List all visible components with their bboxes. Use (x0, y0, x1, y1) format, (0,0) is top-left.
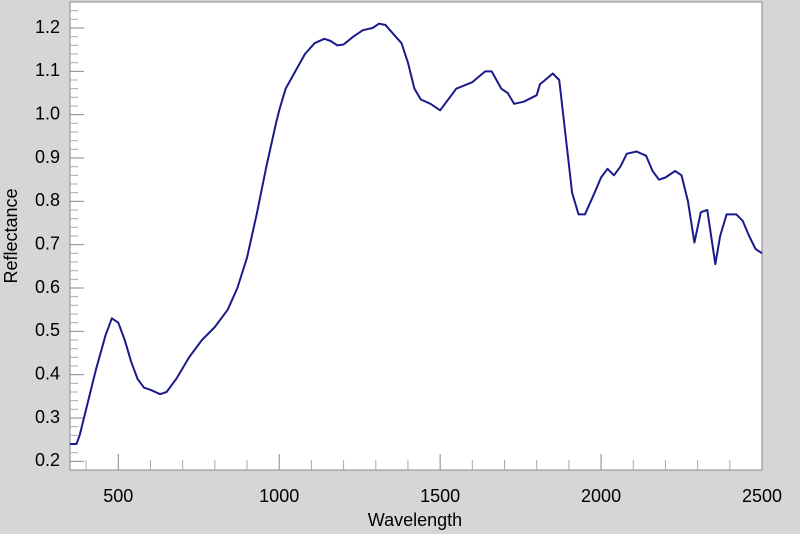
x-tick-label: 1500 (420, 486, 460, 506)
y-tick-label: 0.5 (35, 320, 60, 340)
plot-area (69, 1, 763, 471)
x-axis-label: Wavelength (368, 510, 462, 530)
x-tick-label: 2000 (581, 486, 621, 506)
y-tick-label: 0.2 (35, 450, 60, 470)
y-tick-label: 0.3 (35, 407, 60, 427)
spectrum-line (70, 22, 763, 445)
y-tick-label: 0.7 (35, 233, 60, 253)
x-tick-label: 1000 (259, 486, 299, 506)
y-axis-label: Reflectance (1, 188, 21, 283)
y-tick-label: 0.9 (35, 147, 60, 167)
y-tick-label: 0.4 (35, 363, 60, 383)
y-tick-label: 1.1 (35, 60, 60, 80)
y-tick-label: 1.0 (35, 103, 60, 123)
x-tick-label: 500 (103, 486, 133, 506)
y-tick-label: 1.2 (35, 17, 60, 37)
y-tick-label: 0.8 (35, 190, 60, 210)
x-tick-label: 2500 (742, 486, 782, 506)
y-tick-label: 0.6 (35, 277, 60, 297)
